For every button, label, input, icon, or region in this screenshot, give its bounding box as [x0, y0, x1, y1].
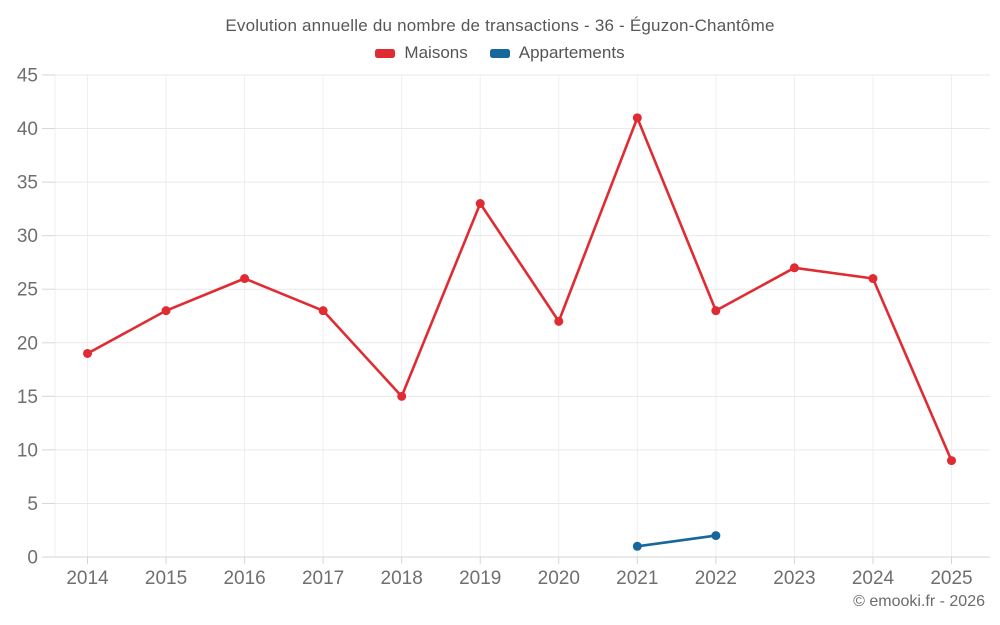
series-line-appartements — [636, 534, 718, 548]
legend-label-maisons: Maisons — [404, 43, 468, 62]
legend-item-appartements[interactable]: Appartements — [489, 43, 625, 63]
y-axis-label: 15 — [17, 387, 38, 408]
y-axis-label: 25 — [17, 280, 38, 301]
x-axis-label: 2023 — [773, 568, 815, 589]
data-point-maisons — [318, 306, 328, 316]
chart-legend: Maisons Appartements — [0, 43, 1000, 63]
y-axis-label: 10 — [17, 440, 38, 461]
data-point-maisons — [240, 274, 250, 284]
y-axis-label: 0 — [27, 548, 38, 569]
y-axis-label: 30 — [17, 226, 38, 247]
data-point-maisons — [868, 274, 878, 284]
data-point-maisons — [947, 456, 956, 466]
y-axis-label: 5 — [27, 494, 38, 515]
x-axis-label: 2025 — [930, 568, 972, 589]
legend-item-maisons[interactable]: Maisons — [375, 43, 468, 63]
data-point-maisons — [475, 199, 485, 209]
data-point-maisons — [83, 348, 92, 358]
x-axis-label: 2020 — [538, 568, 580, 589]
series-line-maisons — [86, 116, 953, 462]
x-axis-label: 2014 — [66, 568, 109, 589]
legend-label-appartements: Appartements — [518, 43, 625, 62]
maisons-color-swatch — [375, 48, 396, 58]
x-axis-label: 2019 — [459, 568, 501, 589]
y-axis-label: 20 — [17, 333, 38, 354]
data-point-maisons — [632, 113, 642, 123]
x-axis-label: 2017 — [302, 568, 344, 589]
y-axis-label: 35 — [17, 173, 38, 194]
data-point-appartements — [632, 541, 642, 551]
x-axis-label: 2022 — [695, 568, 737, 589]
y-axis-label: 45 — [17, 66, 38, 87]
data-point-maisons — [711, 306, 721, 316]
appartements-color-swatch — [489, 48, 510, 58]
x-axis-label: 2016 — [223, 568, 265, 589]
data-point-maisons — [789, 263, 799, 273]
chart-title: Evolution annuelle du nombre de transact… — [225, 16, 775, 35]
data-point-appartements — [711, 531, 721, 541]
x-axis-label: 2024 — [852, 568, 895, 589]
x-axis-label: 2018 — [381, 568, 423, 589]
y-axis-label: 40 — [17, 119, 38, 140]
x-axis-label: 2015 — [145, 568, 187, 589]
x-axis-label: 2021 — [616, 568, 658, 589]
data-point-maisons — [161, 306, 171, 316]
data-point-maisons — [397, 391, 407, 401]
copyright-credit: © emooki.fr - 2026 — [853, 593, 985, 610]
data-point-maisons — [554, 316, 564, 326]
